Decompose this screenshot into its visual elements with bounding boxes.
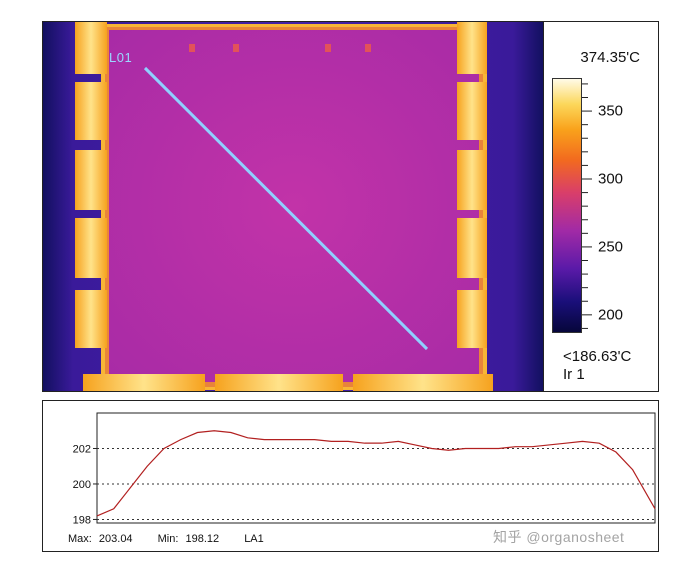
- min-text: Min:: [157, 533, 179, 545]
- min-temperature-label: <186.63'C: [563, 348, 632, 365]
- right-pads: [457, 22, 487, 348]
- profile-series-line: [96, 430, 656, 517]
- min-value: 198.12: [185, 533, 220, 545]
- top-hotspots: [189, 44, 371, 52]
- colorbar-tick-label: 250: [598, 238, 624, 256]
- max-value: 203.04: [98, 533, 133, 545]
- y-tick-label: 202: [73, 443, 91, 455]
- plot-frame: [96, 412, 656, 524]
- line-profile-panel: 198 200 202 Max: 203.04 Min: 198.12 LA1 知乎…: [42, 400, 659, 552]
- colorbar-axis: 350 300 250 200: [582, 78, 652, 333]
- colorbar-tick-label: 200: [598, 306, 624, 324]
- max-temperature-label: 374.35'C: [580, 49, 640, 66]
- thermal-image[interactable]: L01: [43, 22, 543, 391]
- line-profile-chart[interactable]: 198 200 202: [43, 401, 658, 531]
- profile-footer: Max: 203.04 Min: 198.12 LA1: [68, 533, 268, 545]
- die-surface: [109, 30, 479, 382]
- colorbar: [552, 78, 582, 333]
- thermal-image-panel: L01 374.35'C 350 300 250 200 <186.63'C Ir 1: [42, 21, 659, 392]
- watermark: 知乎 @organosheet: [493, 529, 625, 545]
- colorbar-ticks: [582, 83, 592, 329]
- thermal-image-canvas: [43, 22, 543, 391]
- y-tick-label: 200: [73, 479, 91, 491]
- colorbar-panel: 374.35'C 350 300 250 200 <186.63'C Ir 1: [543, 22, 658, 391]
- colorbar-tick-label: 350: [598, 102, 624, 120]
- left-pads: [75, 22, 107, 348]
- profile-line-l01: [143, 66, 429, 351]
- series-label: LA1: [244, 533, 264, 545]
- max-text: Max:: [68, 533, 92, 545]
- y-tick-label: 198: [73, 514, 91, 526]
- bottom-pads: [83, 374, 493, 391]
- ir-label: Ir 1: [563, 366, 585, 383]
- colorbar-tick-label: 300: [598, 170, 624, 188]
- line-label: L01: [109, 50, 133, 65]
